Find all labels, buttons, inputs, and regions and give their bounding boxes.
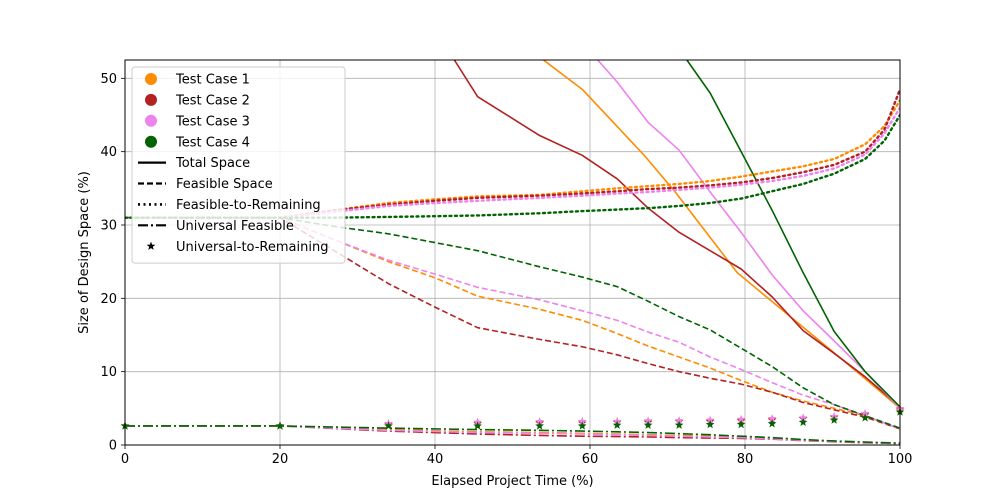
y-axis-label: Size of Design Space (%) xyxy=(77,171,92,334)
test-case-1-feasible-to-remaining-line xyxy=(125,99,900,219)
data-point-star xyxy=(767,419,777,428)
legend-item: Test Case 4 xyxy=(145,135,250,150)
y-tick-label: 0 xyxy=(109,439,117,454)
test-case-1-total-space-line xyxy=(543,60,900,409)
data-point-star xyxy=(535,416,544,426)
test-case-3-feasible-space-line xyxy=(125,216,900,430)
axis-ticks: 0 20 40 60 80 100 0 10 20 30 40 50 xyxy=(100,72,912,467)
data-point-star xyxy=(473,421,482,430)
data-point-star xyxy=(736,414,746,424)
legend-marker xyxy=(145,93,157,106)
x-axis-label: Elapsed Project Time (%) xyxy=(431,474,593,489)
legend-label: Total Space xyxy=(175,156,250,171)
data-point-star xyxy=(577,421,587,430)
legend-marker xyxy=(145,135,157,148)
legend-label: Test Case 2 xyxy=(175,94,250,109)
test-case-4-feasible-space-line xyxy=(125,216,900,429)
data-point-star xyxy=(384,421,393,430)
test-case-4-total-space-line xyxy=(686,60,900,408)
legend-label: Test Case 1 xyxy=(175,73,250,88)
data-point-star xyxy=(860,408,870,418)
data-point-star xyxy=(705,415,715,424)
legend-box xyxy=(131,66,346,264)
data-point-star xyxy=(736,419,746,429)
legend-label: Test Case 3 xyxy=(175,114,250,129)
y-tick-label: 20 xyxy=(100,292,117,307)
test-case-2-feasible-space-line xyxy=(125,216,900,430)
test-case-4-universal-feasible-line xyxy=(125,425,900,444)
y-tick-label: 30 xyxy=(100,219,117,234)
legend-marker xyxy=(145,73,157,85)
data-point-star xyxy=(860,413,870,422)
test-case-3-feasible-to-remaining-line xyxy=(125,106,900,219)
legend-item: Test Case 3 xyxy=(145,114,250,129)
legend-item: Total Space xyxy=(138,156,250,171)
y-tick-label: 10 xyxy=(100,365,117,380)
test-case-4-feasible-to-remaining-line xyxy=(125,113,900,219)
data-point-star xyxy=(767,414,777,423)
test-case-1-feasible-space-line xyxy=(125,216,900,430)
legend-item: Feasible Space xyxy=(138,177,273,192)
x-tick-label: 100 xyxy=(888,452,913,467)
legend-label: Universal Feasible xyxy=(176,219,294,234)
data-point-star xyxy=(612,420,622,429)
data-point-star xyxy=(798,417,808,426)
x-tick-label: 60 xyxy=(582,452,599,467)
test-case-2-feasible-to-remaining-line xyxy=(125,88,900,219)
data-point-star xyxy=(674,420,684,429)
legend-marker xyxy=(145,114,157,127)
test-case-3-total-space-line xyxy=(597,60,900,409)
legend-item: Universal-to-Remaining xyxy=(146,240,328,255)
test-case-2-total-space-line xyxy=(453,60,900,408)
legend-marker xyxy=(146,241,156,250)
data-point-star xyxy=(829,415,839,424)
legend-label: Test Case 4 xyxy=(175,135,250,150)
legend-item: Test Case 1 xyxy=(145,73,250,88)
legend-item: Test Case 2 xyxy=(145,94,250,109)
data-point-star xyxy=(577,416,587,426)
data-point-star xyxy=(643,420,653,429)
x-tick-label: 20 xyxy=(272,452,289,467)
series-lines xyxy=(125,60,900,445)
legend-label: Feasible-to-Remaining xyxy=(176,198,321,213)
legend-label: Universal-to-Remaining xyxy=(176,240,328,255)
data-point-star xyxy=(798,413,808,422)
x-tick-label: 0 xyxy=(121,452,129,467)
legend-label: Feasible Space xyxy=(176,177,273,192)
legend-item: Feasible-to-Remaining xyxy=(138,198,321,213)
x-tick-label: 40 xyxy=(427,452,444,467)
x-tick-label: 80 xyxy=(737,452,754,467)
test-case-2-universal-feasible-line xyxy=(125,425,900,445)
data-point-star xyxy=(643,416,653,425)
data-point-star xyxy=(674,416,684,425)
y-tick-label: 40 xyxy=(100,145,117,160)
legend: Test Case 1 Test Case 2 Test Case 3 Test Ca… xyxy=(131,66,346,264)
plot-frame xyxy=(124,59,901,446)
data-point-star xyxy=(705,419,715,429)
data-point-star xyxy=(535,421,544,430)
y-tick-label: 50 xyxy=(100,72,117,87)
data-point-star xyxy=(275,421,285,430)
legend-item: Universal Feasible xyxy=(138,219,294,234)
